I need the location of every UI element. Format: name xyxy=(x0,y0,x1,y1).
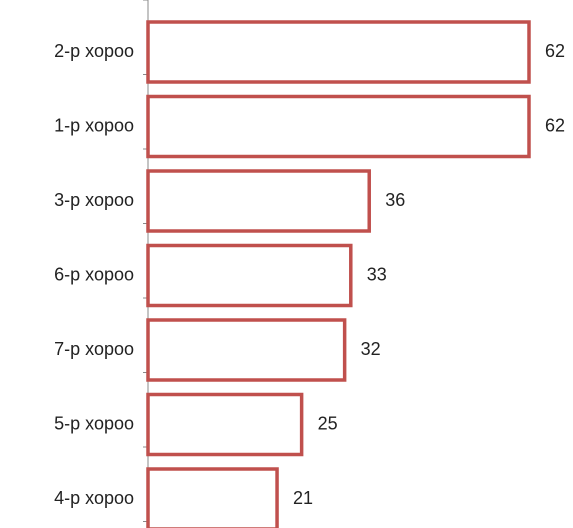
bar xyxy=(146,243,353,308)
category-label: 7-р хороо xyxy=(54,339,134,359)
category-label: 6-р хороо xyxy=(54,264,134,284)
value-label: 32 xyxy=(361,339,381,359)
bar xyxy=(146,318,347,382)
value-label: 21 xyxy=(293,488,313,508)
category-label: 4-р хороо xyxy=(54,488,134,508)
bar xyxy=(146,467,279,528)
value-label: 36 xyxy=(385,190,405,210)
category-label: 2-р хороо xyxy=(54,41,134,61)
value-label: 62 xyxy=(545,41,565,61)
value-label: 25 xyxy=(318,413,338,433)
category-label: 3-р хороо xyxy=(54,190,134,210)
bar xyxy=(146,94,531,159)
bar xyxy=(146,392,304,457)
bar xyxy=(146,169,371,233)
value-label: 33 xyxy=(367,264,387,284)
category-label: 5-р хороо xyxy=(54,413,134,433)
bar xyxy=(146,20,531,84)
category-label: 1-р хороо xyxy=(54,115,134,135)
value-label: 62 xyxy=(545,115,565,135)
